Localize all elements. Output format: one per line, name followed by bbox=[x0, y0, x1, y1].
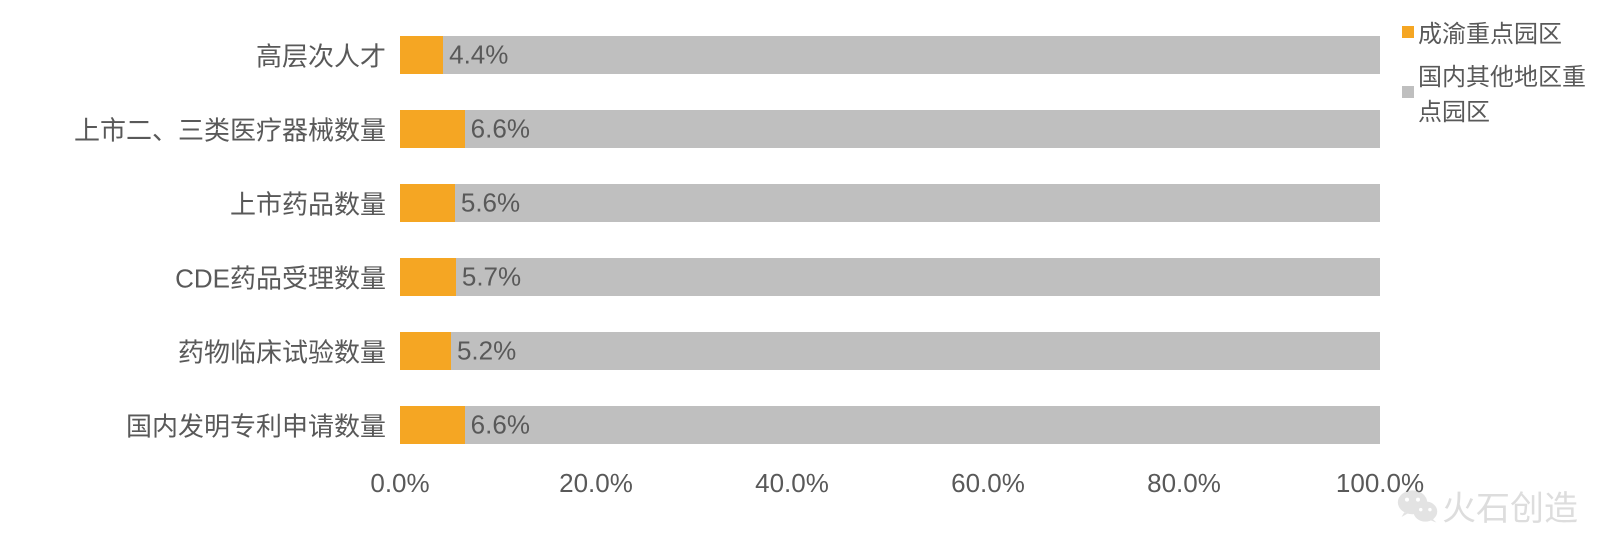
bar-row: 上市二、三类医疗器械数量6.6% bbox=[400, 110, 1380, 148]
category-label: 国内发明专利申请数量 bbox=[126, 407, 386, 444]
bar-row: CDE药品受理数量5.7% bbox=[400, 258, 1380, 296]
legend-label: 国内其他地区重点园区 bbox=[1418, 57, 1600, 127]
bar-row: 药物临床试验数量5.2% bbox=[400, 332, 1380, 370]
bar-segment-series-0 bbox=[400, 258, 456, 296]
value-label: 5.6% bbox=[461, 188, 520, 219]
bar-segment-series-0 bbox=[400, 36, 443, 74]
bar-segment-series-0 bbox=[400, 184, 455, 222]
bar-segment-series-0 bbox=[400, 406, 465, 444]
category-label: 上市二、三类医疗器械数量 bbox=[74, 111, 386, 148]
x-axis-tick: 60.0% bbox=[951, 468, 1025, 499]
value-label: 6.6% bbox=[471, 410, 530, 441]
bar-rows: 高层次人才4.4% 上市二、三类医疗器械数量6.6% 上市药品数量5.6% CDE药品… bbox=[400, 18, 1380, 458]
bar-row: 上市药品数量5.6% bbox=[400, 184, 1380, 222]
bar-track bbox=[400, 258, 1380, 296]
bar-segment-series-1 bbox=[465, 406, 1380, 444]
legend-swatch bbox=[1402, 26, 1414, 38]
legend: 成渝重点园区国内其他地区重点园区 bbox=[1402, 14, 1600, 135]
x-axis-tick: 0.0% bbox=[370, 468, 429, 499]
x-axis-tick: 80.0% bbox=[1147, 468, 1221, 499]
legend-swatch bbox=[1402, 86, 1414, 98]
value-label: 6.6% bbox=[471, 114, 530, 145]
plot-area: 高层次人才4.4% 上市二、三类医疗器械数量6.6% 上市药品数量5.6% CDE药品… bbox=[400, 18, 1380, 458]
wechat-icon bbox=[1396, 484, 1440, 528]
bar-segment-series-0 bbox=[400, 110, 465, 148]
bar-track bbox=[400, 332, 1380, 370]
bar-track bbox=[400, 184, 1380, 222]
value-label: 5.7% bbox=[462, 262, 521, 293]
bar-segment-series-1 bbox=[455, 184, 1380, 222]
category-label: 上市药品数量 bbox=[230, 185, 386, 222]
x-axis-tick: 20.0% bbox=[559, 468, 633, 499]
bar-segment-series-0 bbox=[400, 332, 451, 370]
bar-row: 国内发明专利申请数量6.6% bbox=[400, 406, 1380, 444]
bar-row: 高层次人才4.4% bbox=[400, 36, 1380, 74]
x-axis-tick: 40.0% bbox=[755, 468, 829, 499]
legend-label: 成渝重点园区 bbox=[1418, 14, 1562, 49]
bar-track bbox=[400, 36, 1380, 74]
bar-segment-series-1 bbox=[443, 36, 1380, 74]
watermark: 火石创造 bbox=[1396, 481, 1578, 530]
category-label: 高层次人才 bbox=[256, 37, 386, 74]
value-label: 5.2% bbox=[457, 336, 516, 367]
chart-container: 高层次人才4.4%上市二、三类医疗器械数量6.6%上市药品数量5.6%CDE药品… bbox=[0, 0, 1600, 536]
category-label: CDE药品受理数量 bbox=[175, 259, 386, 296]
bar-segment-series-1 bbox=[456, 258, 1380, 296]
legend-item: 成渝重点园区 bbox=[1402, 14, 1600, 49]
bar-segment-series-1 bbox=[465, 110, 1380, 148]
legend-item: 国内其他地区重点园区 bbox=[1402, 57, 1600, 127]
category-label: 药物临床试验数量 bbox=[178, 333, 386, 370]
bar-segment-series-1 bbox=[451, 332, 1380, 370]
watermark-text: 火石创造 bbox=[1442, 481, 1578, 530]
bar-track bbox=[400, 110, 1380, 148]
value-label: 4.4% bbox=[449, 40, 508, 71]
bar-track bbox=[400, 406, 1380, 444]
